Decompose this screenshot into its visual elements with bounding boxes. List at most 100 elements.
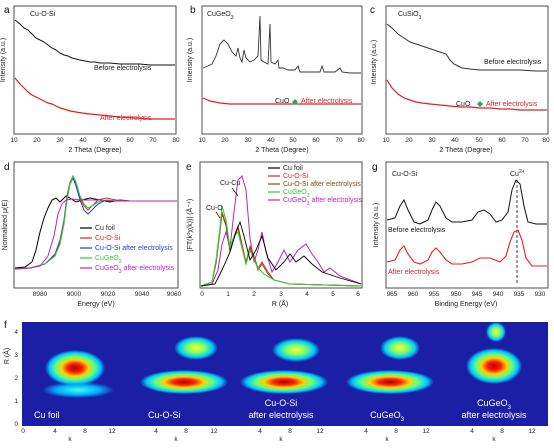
panel-a-xtick-1: 20 bbox=[33, 137, 41, 144]
panel-f-map1-xtick-1: 4 bbox=[154, 428, 158, 435]
panel-g: g Cu-O-Si Cu2+ Before electrolysis After… bbox=[372, 161, 549, 308]
panel-d-letter: d bbox=[4, 162, 10, 173]
panel-b-ylabel: Intensity (a.u.) bbox=[187, 38, 194, 82]
panel-g-xticks: 965 960 955 950 945 940 935 930 bbox=[387, 291, 546, 298]
panel-f-xlabel-0: k bbox=[68, 436, 72, 443]
wavelet-map-label-1: Cu-O-Si bbox=[148, 410, 181, 420]
panel-g-xlabel: Binding Energy (eV) bbox=[435, 301, 498, 308]
panel-f-map4-xtick-3: 12 bbox=[528, 428, 536, 435]
wavelet-map-cu-o-si-after: Cu-O-Si after electrolysis bbox=[228, 322, 334, 426]
panel-g-xtick-0: 965 bbox=[387, 291, 398, 298]
panel-g-frame bbox=[385, 161, 549, 289]
panel-e-letter: e bbox=[186, 162, 192, 173]
panel-f-ylabel: R (Å) bbox=[2, 348, 11, 364]
panel-c-xtick-2: 30 bbox=[428, 137, 436, 144]
panel-e-xtick-1: 1 bbox=[226, 291, 230, 298]
panel-b-letter: b bbox=[190, 5, 196, 16]
panel-d-frame bbox=[13, 161, 179, 289]
panel-a-after-curve bbox=[14, 77, 175, 120]
panel-f-ytick-3: 3 bbox=[14, 352, 18, 359]
panel-e-xtick-6: 6 bbox=[356, 291, 360, 298]
panel-b-sample: CuGeO3 bbox=[207, 11, 234, 21]
panel-f-xlabel-1: k bbox=[174, 436, 178, 443]
panel-e-annot-cucu: Cu-Cu bbox=[220, 180, 240, 187]
panel-f-map3-xtick-1: 4 bbox=[364, 428, 368, 435]
wavelet-map-hotspot-3 bbox=[346, 370, 434, 394]
panel-f-map3-xtick-2: 8 bbox=[394, 428, 398, 435]
panel-c-ylabel: Intensity (a.u.) bbox=[371, 40, 378, 84]
panel-f-yticks: 0 1 2 3 4 bbox=[14, 329, 18, 428]
panel-e-legend: Cu foil Cu-O-Si Cu-O-Si after electrolys… bbox=[268, 165, 363, 207]
panel-g-xtick-6: 935 bbox=[514, 291, 525, 298]
wavelet-map-label-4: CuGeO3 bbox=[477, 398, 512, 411]
wavelet-map-secondary-3 bbox=[380, 336, 420, 360]
panel-d-ylabel: Normalized μ(E) bbox=[2, 200, 9, 251]
panel-f-xticks: 0 4 8 12 4 8 12 4 8 12 4 8 12 4 8 12 bbox=[21, 428, 536, 435]
panel-a-ylabel: Intensity (a.u.) bbox=[0, 38, 7, 82]
panel-a-xtick-5: 60 bbox=[126, 137, 134, 144]
panel-f-xlabel-4: k bbox=[492, 436, 496, 443]
panel-b-before-curve bbox=[202, 15, 361, 74]
wavelet-map-label2-2: after electrolysis bbox=[248, 410, 314, 420]
panel-d-xtick-4: 9060 bbox=[167, 291, 182, 298]
panel-e-frame bbox=[199, 161, 363, 289]
panel-f-map2-xtick-1: 4 bbox=[258, 428, 262, 435]
wavelet-map-label-0: Cu foil bbox=[34, 410, 60, 420]
wavelet-map-cugeo3: CuGeO3 bbox=[334, 322, 440, 426]
wavelet-map-label2-4: after electrolysis bbox=[461, 410, 527, 420]
wavelet-map-hotspot-4 bbox=[466, 348, 522, 384]
wavelet-map-band-0 bbox=[42, 382, 114, 398]
panel-d: d Cu foil Cu-O-Si Cu-O-Si after electrol… bbox=[2, 161, 182, 308]
panel-g-xtick-3: 950 bbox=[451, 291, 462, 298]
panel-e-legend-label-0: Cu foil bbox=[283, 165, 303, 172]
panel-b-xtick-6: 70 bbox=[335, 137, 343, 144]
panel-c-frame bbox=[385, 5, 549, 135]
panel-a-sample: Cu-O-Si bbox=[30, 11, 56, 18]
panel-e-legend-label-1: Cu-O-Si bbox=[283, 173, 309, 180]
panel-c-legend-before: Before electrolysis bbox=[484, 59, 542, 66]
panel-f-map1-xtick-3: 12 bbox=[210, 428, 218, 435]
panel-b-xticks: 10 20 30 40 50 60 70 80 bbox=[198, 137, 365, 144]
panel-e-xtick-3: 3 bbox=[279, 291, 283, 298]
panel-f-xlabels: k k k k k bbox=[68, 436, 496, 443]
panel-e-annot-cuo: Cu-O bbox=[206, 205, 223, 212]
panel-b-after-curve bbox=[202, 97, 361, 105]
panel-g-legend-before: Before electrolysis bbox=[388, 227, 446, 234]
panel-f-map4-xtick-2: 8 bbox=[500, 428, 504, 435]
panel-a-xtick-4: 50 bbox=[103, 137, 111, 144]
panel-c-xtick-7: 80 bbox=[542, 137, 550, 144]
panel-c-marker-icon bbox=[477, 101, 483, 107]
panel-b-legend-after: After electrolysis bbox=[301, 98, 353, 105]
panel-e-xtick-2: 2 bbox=[252, 291, 256, 298]
panel-c-xtick-1: 20 bbox=[405, 137, 413, 144]
panel-f-map2-xtick-3: 12 bbox=[316, 428, 324, 435]
panel-c-letter: c bbox=[370, 5, 375, 16]
panel-a-letter: a bbox=[4, 5, 10, 16]
panel-b-frame bbox=[201, 5, 363, 135]
panel-b-xtick-1: 20 bbox=[221, 137, 229, 144]
panel-e-curve-cu-foil bbox=[200, 220, 362, 287]
panel-g-ylabel: Intensity (a.u.) bbox=[373, 203, 380, 247]
panel-g-xtick-1: 960 bbox=[408, 291, 419, 298]
panel-e-xlabel: R (Å) bbox=[272, 299, 288, 308]
wavelet-map-label-2: Cu-O-Si bbox=[265, 398, 298, 408]
panel-c-sample: CuSiO3 bbox=[398, 11, 422, 21]
panel-d-legend-label-1: Cu-O-Si bbox=[95, 235, 121, 242]
panel-a-xtick-7: 80 bbox=[172, 137, 180, 144]
panel-g-xtick-2: 955 bbox=[429, 291, 440, 298]
panel-a-xlabel: 2 Theta (Degree) bbox=[68, 147, 121, 154]
panel-a: a Cu-O-Si Before electrolysis After elec… bbox=[0, 5, 180, 154]
panel-e-annot-cuo-arrow bbox=[215, 211, 221, 219]
panel-b-xtick-5: 60 bbox=[312, 137, 320, 144]
panel-c-xtick-0: 10 bbox=[382, 137, 390, 144]
panel-a-xtick-3: 40 bbox=[79, 137, 87, 144]
panel-g-sample: Cu-O-Si bbox=[392, 171, 418, 178]
panel-c-before-curve bbox=[386, 23, 547, 72]
panel-a-frame bbox=[13, 5, 177, 135]
wavelet-map-cu-foil: Cu foil bbox=[22, 322, 124, 426]
panel-f-map0-xtick-0: 0 bbox=[21, 428, 25, 435]
panel-f-map0-xtick-1: 4 bbox=[53, 428, 57, 435]
panel-d-xtick-1: 9000 bbox=[67, 291, 82, 298]
panel-b-xlabel: 2 Theta (Degree) bbox=[255, 147, 308, 154]
